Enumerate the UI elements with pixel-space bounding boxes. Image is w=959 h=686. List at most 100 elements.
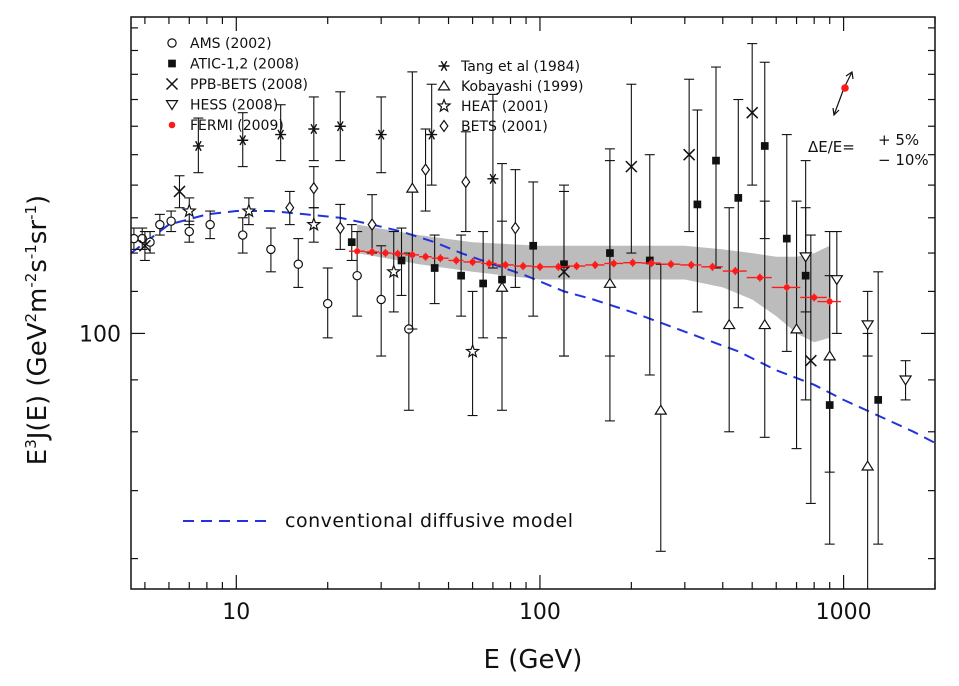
data-point (181, 197, 197, 226)
legend-label: FERMI (2009) (190, 118, 284, 134)
marker-fermi (536, 263, 543, 270)
marker-fermi (168, 121, 176, 129)
data-point (758, 200, 772, 438)
fermi-band (357, 224, 830, 343)
data-points-layer (131, 43, 913, 589)
data-point (531, 262, 549, 271)
marker-star (181, 202, 197, 218)
data-point (448, 256, 464, 265)
data-point (173, 175, 186, 209)
marker-cross (625, 160, 638, 173)
data-point (308, 166, 319, 209)
data-point (604, 259, 624, 268)
marker-diamond (420, 163, 431, 177)
energy-scale-plus: + 5% (878, 131, 919, 149)
marker-fermi (469, 258, 476, 265)
data-point (375, 96, 387, 174)
marker-fermi (520, 263, 527, 270)
data-point (641, 259, 661, 268)
data-point (603, 148, 617, 422)
legend-item: AMS (2002) (167, 36, 272, 52)
marker-star (464, 343, 481, 358)
data-point (348, 247, 365, 256)
marker-circle (166, 216, 176, 226)
legend-right: Tang et al (1984) Kobayashi (1999) HEAT (2… (436, 59, 583, 135)
series-ppb-bets-2008 (138, 43, 817, 504)
data-point (528, 181, 539, 317)
data-point (585, 260, 605, 269)
marker-fermi (394, 250, 401, 257)
marker-circle (145, 237, 155, 247)
marker-fermi (573, 263, 580, 270)
data-point (241, 197, 257, 226)
legend-label: ATIC-1,2 (2008) (190, 57, 299, 73)
data-point (654, 263, 668, 552)
data-point (781, 134, 792, 352)
x-tick-label: 1000 (816, 600, 872, 625)
marker-triangle-up (437, 79, 451, 91)
data-point (733, 98, 744, 309)
model-curve (131, 210, 935, 444)
data-point (464, 290, 481, 417)
x-axis-label: E (GeV) (484, 645, 583, 675)
marker-triangle-down (861, 320, 875, 331)
marker-cross (165, 77, 179, 91)
marker-asterisk (375, 129, 387, 140)
data-point (308, 96, 320, 162)
marker-diamond (285, 201, 295, 215)
data-point (265, 227, 276, 273)
energy-scale-annotation: ΔE/E= + 5% − 10% (808, 70, 929, 169)
marker-fermi (437, 255, 444, 262)
marker-square (457, 271, 465, 280)
data-point (237, 217, 248, 254)
marker-square (397, 256, 406, 265)
data-point (426, 83, 438, 186)
data-point (205, 210, 216, 240)
marker-asterisk (192, 140, 204, 152)
data-point (322, 267, 333, 339)
data-point (192, 117, 204, 174)
marker-square (645, 256, 654, 265)
data-point (496, 260, 514, 269)
data-point (746, 43, 759, 186)
marker-fermi (453, 257, 460, 264)
marker-fermi (709, 263, 716, 270)
marker-fermi (486, 260, 493, 267)
series-tang-et-al-1984 (192, 83, 499, 269)
data-point (830, 230, 844, 334)
marker-triangle-up (758, 318, 772, 330)
marker-diamond (367, 218, 377, 232)
model-curve-layer (131, 210, 935, 444)
marker-cross (173, 185, 186, 198)
data-point (335, 203, 346, 250)
data-point (431, 254, 449, 263)
marker-square (693, 200, 702, 209)
marker-circle (376, 294, 386, 305)
series-fermi-2009 (348, 247, 841, 306)
data-point (386, 230, 402, 313)
marker-circle (293, 259, 304, 269)
model-legend: conventional diffusive model (183, 510, 574, 532)
marker-diamond (335, 221, 345, 235)
data-point (683, 78, 696, 233)
series-heat-2001 (181, 197, 481, 417)
marker-cross (746, 106, 759, 119)
legend-label: HESS (2008) (190, 98, 278, 114)
data-point (722, 267, 747, 276)
data-point (138, 230, 151, 262)
model-legend-label: conventional diffusive model (285, 510, 574, 532)
marker-triangle-up (722, 318, 736, 330)
data-point (364, 247, 379, 256)
y-axis-label: E3J(E) (GeV2m-2s-1sr-1) (22, 195, 53, 465)
data-point (237, 112, 249, 168)
marker-fermi (555, 263, 562, 270)
marker-fermi (688, 261, 695, 268)
data-point (166, 210, 177, 233)
data-point (378, 249, 392, 258)
marker-circle (266, 244, 276, 255)
plot-frame (130, 16, 936, 590)
data-point (789, 200, 804, 450)
data-point (557, 190, 571, 357)
data-point (391, 249, 406, 258)
marker-square (712, 156, 720, 165)
